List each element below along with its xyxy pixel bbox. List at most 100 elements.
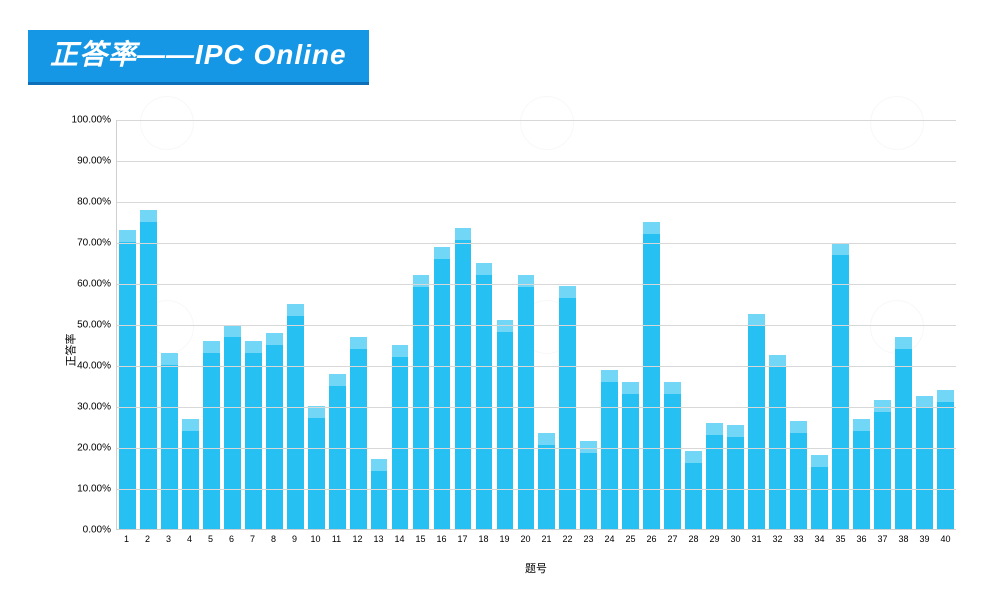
bar-highlight xyxy=(643,222,660,234)
x-tick-label: 10 xyxy=(305,534,326,554)
x-tick-label: 14 xyxy=(389,534,410,554)
bar-q33 xyxy=(790,421,807,529)
x-tick-label: 9 xyxy=(284,534,305,554)
x-tick-label: 29 xyxy=(704,534,725,554)
x-tick-label: 6 xyxy=(221,534,242,554)
bar-q26 xyxy=(643,222,660,529)
bar-q2 xyxy=(140,210,157,529)
x-tick-label: 26 xyxy=(641,534,662,554)
plot-area: 0.00%10.00%20.00%30.00%40.00%50.00%60.00… xyxy=(116,120,956,530)
bar-highlight xyxy=(664,382,681,394)
bar-q34 xyxy=(811,455,828,529)
bar-q25 xyxy=(622,382,639,529)
bar-highlight xyxy=(140,210,157,222)
gridline xyxy=(117,325,956,326)
x-tick-label: 28 xyxy=(683,534,704,554)
bar-highlight xyxy=(371,459,388,471)
bar-q15 xyxy=(413,275,430,529)
bar-q30 xyxy=(727,425,744,529)
bar-highlight xyxy=(308,406,325,418)
x-tick-label: 30 xyxy=(725,534,746,554)
x-tick-label: 3 xyxy=(158,534,179,554)
gridline xyxy=(117,366,956,367)
bar-q35 xyxy=(832,243,849,529)
x-tick-label: 32 xyxy=(767,534,788,554)
x-axis-ticks: 1234567891011121314151617181920212223242… xyxy=(116,534,956,554)
x-tick-label: 17 xyxy=(452,534,473,554)
x-tick-label: 18 xyxy=(473,534,494,554)
x-tick-label: 12 xyxy=(347,534,368,554)
bar-highlight xyxy=(497,320,514,332)
gridline xyxy=(117,489,956,490)
bar-q32 xyxy=(769,355,786,529)
bar-highlight xyxy=(434,247,451,259)
x-axis-label: 题号 xyxy=(116,560,956,576)
bar-q8 xyxy=(266,333,283,529)
bar-highlight xyxy=(853,419,870,431)
x-tick-label: 13 xyxy=(368,534,389,554)
x-tick-label: 5 xyxy=(200,534,221,554)
bar-q9 xyxy=(287,304,304,529)
x-tick-label: 23 xyxy=(578,534,599,554)
x-tick-label: 24 xyxy=(599,534,620,554)
bar-highlight xyxy=(895,337,912,349)
bar-q23 xyxy=(580,441,597,529)
page-title: 正答率——IPC Online xyxy=(28,30,369,85)
gridline xyxy=(117,120,956,121)
bar-highlight xyxy=(937,390,954,402)
x-tick-label: 19 xyxy=(494,534,515,554)
bar-q13 xyxy=(371,459,388,529)
y-tick-label: 90.00% xyxy=(77,156,117,167)
gridline xyxy=(117,161,956,162)
gridline xyxy=(117,407,956,408)
bar-q14 xyxy=(392,345,409,529)
bar-highlight xyxy=(266,333,283,345)
x-tick-label: 2 xyxy=(137,534,158,554)
bar-q39 xyxy=(916,396,933,529)
bar-highlight xyxy=(455,228,472,240)
x-tick-label: 39 xyxy=(914,534,935,554)
bar-q1 xyxy=(119,230,136,529)
bar-highlight xyxy=(119,230,136,242)
bar-q3 xyxy=(161,353,178,529)
bar-q36 xyxy=(853,419,870,529)
bar-q19 xyxy=(497,320,514,529)
bar-highlight xyxy=(622,382,639,394)
bar-highlight xyxy=(392,345,409,357)
bar-q5 xyxy=(203,341,220,529)
y-tick-label: 80.00% xyxy=(77,197,117,208)
x-tick-label: 40 xyxy=(935,534,956,554)
bar-q37 xyxy=(874,400,891,529)
bar-highlight xyxy=(559,286,576,298)
gridline xyxy=(117,448,956,449)
x-tick-label: 33 xyxy=(788,534,809,554)
bar-highlight xyxy=(203,341,220,353)
x-tick-label: 31 xyxy=(746,534,767,554)
bar-highlight xyxy=(706,423,723,435)
y-tick-label: 60.00% xyxy=(77,279,117,290)
bar-highlight xyxy=(685,451,702,463)
bar-highlight xyxy=(245,341,262,353)
x-tick-label: 21 xyxy=(536,534,557,554)
y-tick-label: 0.00% xyxy=(83,525,117,536)
bar-highlight xyxy=(601,370,618,382)
x-tick-label: 1 xyxy=(116,534,137,554)
y-tick-label: 40.00% xyxy=(77,361,117,372)
bar-highlight xyxy=(287,304,304,316)
accuracy-bar-chart: 正答率 0.00%10.00%20.00%30.00%40.00%50.00%6… xyxy=(50,110,970,590)
gridline xyxy=(117,284,956,285)
bar-q31 xyxy=(748,314,765,529)
y-tick-label: 10.00% xyxy=(77,484,117,495)
x-tick-label: 7 xyxy=(242,534,263,554)
bar-q40 xyxy=(937,390,954,529)
x-tick-label: 36 xyxy=(851,534,872,554)
bar-q11 xyxy=(329,374,346,529)
bar-q7 xyxy=(245,341,262,529)
y-tick-label: 50.00% xyxy=(77,320,117,331)
bar-q27 xyxy=(664,382,681,529)
gridline xyxy=(117,202,956,203)
bar-highlight xyxy=(350,337,367,349)
bar-q6 xyxy=(224,325,241,530)
x-tick-label: 37 xyxy=(872,534,893,554)
bar-q4 xyxy=(182,419,199,529)
